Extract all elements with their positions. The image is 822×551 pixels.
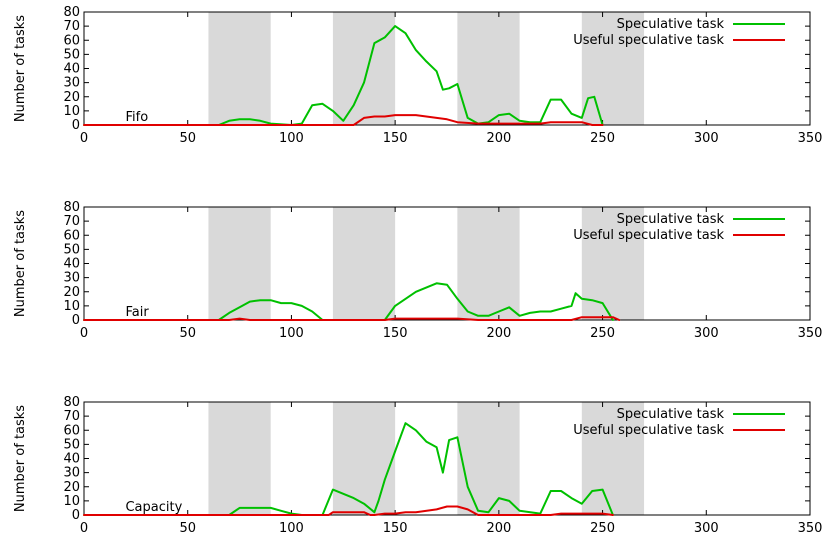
y-tick-label: 30 <box>63 76 80 91</box>
x-tick-label: 250 <box>590 326 615 341</box>
x-tick-label: 150 <box>383 326 408 341</box>
x-tick-label: 0 <box>80 326 88 341</box>
y-axis-label: Number of tasks <box>13 15 28 122</box>
shaded-band-3 <box>457 207 520 320</box>
x-tick-label: 150 <box>383 131 408 146</box>
y-tick-label: 60 <box>63 228 80 243</box>
series-line-speculative <box>83 282 614 321</box>
shaded-band-3 <box>457 12 520 125</box>
y-tick-label: 10 <box>63 494 80 509</box>
y-tick-label: 70 <box>63 19 80 34</box>
x-tick-label: 200 <box>486 521 511 536</box>
series-line-useful-speculative <box>83 505 614 516</box>
shaded-band-1 <box>208 12 271 125</box>
x-tick-label: 300 <box>694 326 719 341</box>
y-tick-label: 10 <box>63 299 80 314</box>
x-tick-label: 100 <box>279 326 304 341</box>
y-tick-label: 80 <box>63 5 80 20</box>
chart-panel-1: 0 50 100 150 200 250 300 35001020304050607080Nu… <box>13 5 822 146</box>
y-tick-label: 80 <box>63 395 80 410</box>
panel-label: Fair <box>125 305 149 320</box>
x-tick-label: 100 <box>279 131 304 146</box>
x-tick-label: 300 <box>694 521 719 536</box>
legend-label: Speculative task <box>617 212 725 227</box>
chart-panel-2: 0 50 100 150 200 250 300 35001020304050607080Nu… <box>13 200 822 341</box>
y-tick-label: 20 <box>63 480 80 495</box>
x-tick-label: 250 <box>590 521 615 536</box>
y-axis-label: Number of tasks <box>13 405 28 512</box>
y-tick-label: 40 <box>63 452 80 467</box>
y-tick-label: 50 <box>63 47 80 62</box>
x-tick-label: 0 <box>80 521 88 536</box>
shaded-band-2 <box>332 12 396 125</box>
x-tick-label: 300 <box>694 131 719 146</box>
y-tick-label: 80 <box>63 200 80 215</box>
y-tick-label: 0 <box>72 508 80 523</box>
shaded-band-4 <box>581 12 645 125</box>
x-tick-label: 350 <box>798 521 822 536</box>
x-tick-label: 50 <box>179 521 196 536</box>
x-tick-label: 50 <box>179 326 196 341</box>
x-tick-label: 350 <box>798 131 822 146</box>
y-tick-label: 10 <box>63 104 80 119</box>
panel-label: Fifo <box>125 110 148 125</box>
legend-label: Speculative task <box>617 407 725 422</box>
x-tick-label: 150 <box>383 521 408 536</box>
y-tick-label: 0 <box>72 313 80 328</box>
y-tick-label: 70 <box>63 214 80 229</box>
shaded-band-4 <box>581 402 645 515</box>
chart-panel-3: 0 50 100 150 200 250 300 35001020304050607080Nu… <box>13 395 822 536</box>
y-tick-label: 30 <box>63 271 80 286</box>
x-tick-label: 50 <box>179 131 196 146</box>
x-tick-label: 200 <box>486 326 511 341</box>
shaded-band-3 <box>457 402 520 515</box>
shaded-band-1 <box>208 207 271 320</box>
legend-label: Useful speculative task <box>573 423 724 438</box>
x-tick-label: 250 <box>590 131 615 146</box>
y-tick-label: 40 <box>63 257 80 272</box>
y-tick-label: 50 <box>63 242 80 257</box>
y-axis-label: Number of tasks <box>13 210 28 317</box>
shaded-band-2 <box>332 402 396 515</box>
legend-label: Speculative task <box>617 17 725 32</box>
y-tick-label: 40 <box>63 62 80 77</box>
legend-label: Useful speculative task <box>573 228 724 243</box>
shaded-band-1 <box>208 402 271 515</box>
series-line-speculative <box>83 422 614 516</box>
y-tick-label: 0 <box>72 118 80 133</box>
y-tick-label: 50 <box>63 437 80 452</box>
y-tick-label: 60 <box>63 33 80 48</box>
y-tick-label: 60 <box>63 423 80 438</box>
x-tick-label: 200 <box>486 131 511 146</box>
panel-label: Capacity <box>125 500 182 515</box>
y-tick-label: 20 <box>63 285 80 300</box>
x-tick-label: 350 <box>798 326 822 341</box>
legend-label: Useful speculative task <box>573 33 724 48</box>
series-line-useful-speculative <box>83 316 621 321</box>
x-tick-label: 100 <box>279 521 304 536</box>
series-line-useful-speculative <box>83 114 604 126</box>
shaded-band-2 <box>332 207 396 320</box>
y-tick-label: 30 <box>63 466 80 481</box>
y-tick-label: 20 <box>63 90 80 105</box>
y-tick-label: 70 <box>63 409 80 424</box>
x-tick-label: 0 <box>80 131 88 146</box>
